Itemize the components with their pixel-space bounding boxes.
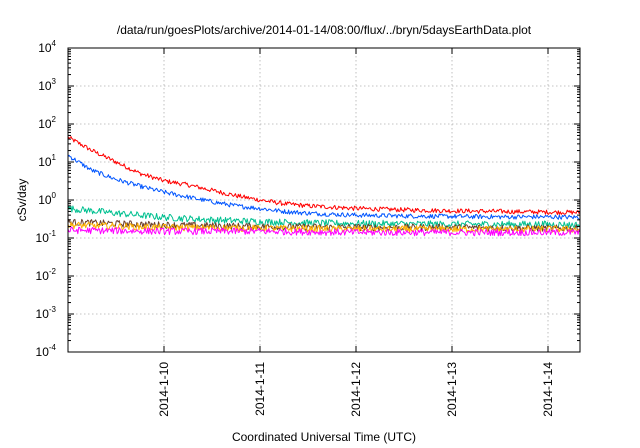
series-layer [67,136,581,237]
x-tick-label: 2014-1-11 [253,362,267,416]
x-tick-label: 2014-1-10 [157,362,171,417]
y-tick-label: 10-2 [36,267,57,283]
y-tick-label: 104 [38,39,56,55]
y-tick-label: 102 [38,115,56,131]
series-line [67,205,581,229]
y-tick-label: 10-4 [36,343,57,359]
x-tick-label: 2014-1-12 [349,362,363,417]
x-tick-labels: 2014-1-10 2014-1-11 2014-1-12 2014-1-13 2014… [157,362,555,417]
y-tick-label: 10-1 [36,229,57,245]
chart-title: /data/run/goesPlots/archive/2014-01-14/0… [117,23,532,37]
y-tick-label: 10-3 [36,305,57,321]
y-tick-label: 101 [38,153,56,169]
series-line [67,226,581,237]
y-axis-label: cSv/day [15,179,29,222]
series-line [67,136,581,215]
series-line [67,154,581,220]
x-tick-label: 2014-1-14 [541,362,555,417]
y-tick-label: 103 [38,77,56,93]
y-tick-labels: 10-4 10-3 10-2 10-1 100 101 102 103 104 [36,39,57,359]
ticks [68,47,580,353]
grid [68,48,580,352]
x-axis-label: Coordinated Universal Time (UTC) [232,430,416,444]
series-line [67,221,581,234]
x-tick-label: 2014-1-13 [445,362,459,417]
y-tick-label: 100 [38,191,56,207]
